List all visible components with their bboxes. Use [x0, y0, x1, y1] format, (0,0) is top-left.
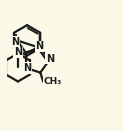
Text: N: N	[23, 63, 31, 73]
Text: N: N	[11, 37, 19, 47]
Text: CH₃: CH₃	[44, 77, 62, 86]
Text: N: N	[36, 41, 44, 51]
Text: N: N	[14, 47, 22, 57]
Text: N: N	[46, 54, 54, 64]
